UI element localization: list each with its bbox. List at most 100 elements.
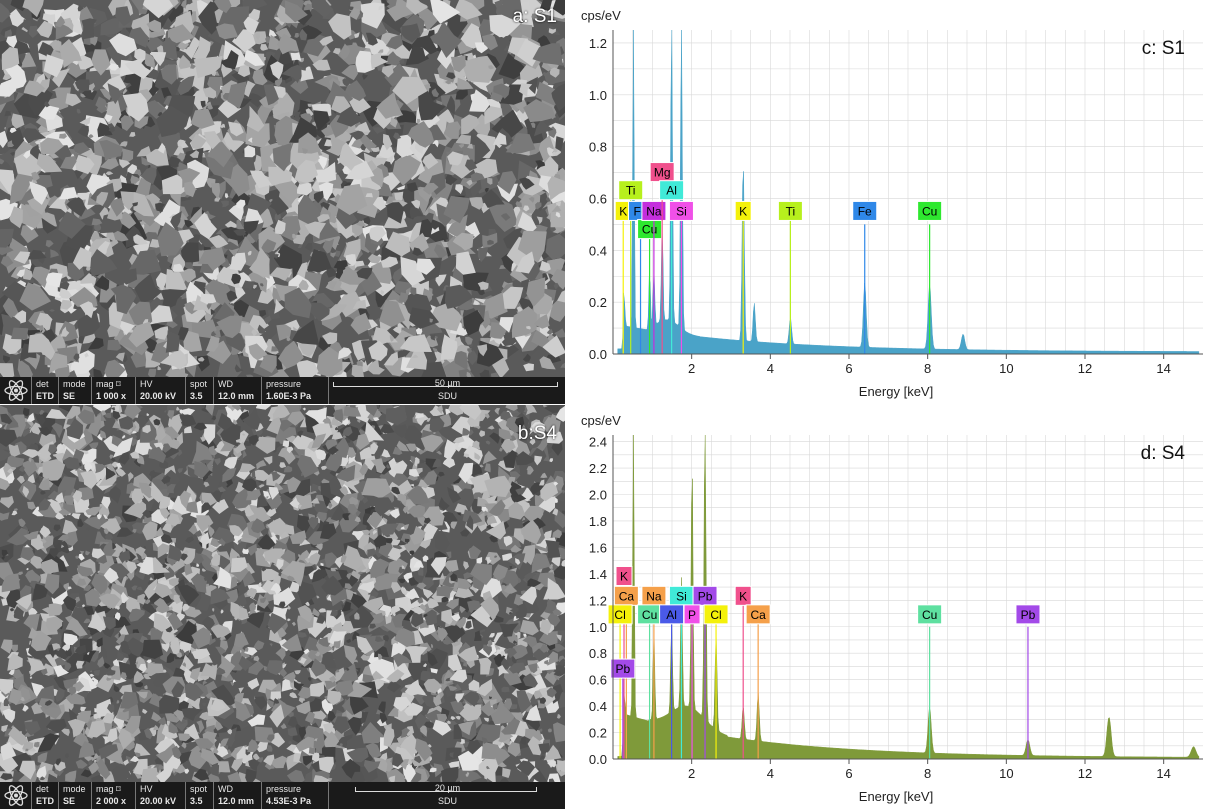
sem-particle [153, 612, 173, 632]
element-tag-text: K [620, 570, 628, 584]
sem-particle [457, 512, 462, 516]
sem-particle [391, 486, 401, 495]
x-tick-label: 10 [999, 766, 1013, 781]
sem-particle [93, 368, 103, 377]
sem-particle [59, 288, 73, 299]
y-axis-label: cps/eV [581, 8, 621, 23]
sem-particle [202, 680, 208, 686]
sem-particle [101, 410, 107, 416]
sem-particle [434, 73, 459, 95]
sem-particle [429, 767, 437, 773]
sem-particle [201, 502, 212, 514]
sem-particle [380, 256, 399, 268]
sem-particle [42, 13, 56, 27]
sem-particle [180, 553, 188, 561]
sem-particle [262, 490, 271, 500]
sem-particle [500, 213, 511, 221]
sem-particle [19, 282, 51, 311]
sem-particle [167, 611, 184, 631]
det-header: det [36, 379, 49, 389]
sem-particle [1, 573, 21, 593]
sem-particle [101, 496, 111, 510]
sem-particle [282, 440, 290, 448]
sem-particle [208, 763, 220, 777]
sem-particle [132, 629, 140, 634]
sem-particle [251, 518, 266, 534]
sem-particle [55, 687, 65, 703]
sem-particle [289, 692, 298, 699]
sem-particle [502, 569, 521, 588]
sem-particle [499, 447, 503, 452]
sem-particle [397, 493, 407, 504]
sem-particle [31, 171, 40, 181]
sem-particle [549, 67, 560, 78]
det-value: ETD [36, 391, 54, 401]
mag-value: 1 000 x [96, 391, 127, 401]
sem-particle [459, 605, 466, 614]
sem-particle [100, 17, 125, 36]
sem-particle [406, 484, 430, 505]
sem-particle [458, 645, 479, 662]
sem-particle [510, 544, 522, 553]
sem-particle [489, 14, 521, 38]
sem-particle [465, 620, 472, 629]
sem-particle [455, 89, 468, 100]
sem-particle [458, 462, 474, 484]
sem-particle [410, 35, 438, 55]
sem-particle [191, 648, 211, 660]
sem-particle [147, 579, 153, 586]
sem-particle [290, 77, 309, 94]
sem-particle [165, 268, 187, 296]
sem-particle [248, 758, 260, 772]
sem-particle [488, 228, 497, 236]
sem-particle [216, 315, 243, 339]
sem-particle [168, 721, 179, 734]
sem-particle [150, 481, 165, 503]
sem-particle [372, 127, 385, 134]
sem-particle [365, 742, 382, 760]
sem-particle [426, 417, 431, 422]
sem-particle [207, 141, 233, 168]
sem-particle [543, 405, 548, 408]
sem-particle [409, 307, 440, 329]
sem-particle [213, 566, 232, 589]
sem-particle [141, 156, 152, 166]
sem-particle [142, 425, 151, 434]
sem-particle [194, 461, 210, 479]
sem-particle [132, 202, 138, 207]
element-tag-cu: Cu [637, 604, 663, 625]
sem-particle [127, 472, 134, 483]
sem-particle [161, 627, 176, 645]
sem-particle [548, 28, 557, 34]
sem-particle [304, 243, 313, 252]
sem-particle [252, 68, 268, 86]
sem-particle [255, 436, 276, 454]
sem-particle [93, 405, 111, 413]
sem-particle [34, 140, 41, 145]
sem-particle [509, 565, 513, 569]
sem-particle [460, 529, 470, 537]
sem-particle [206, 340, 232, 364]
sem-particle [95, 757, 111, 780]
sem-particle [271, 755, 288, 769]
sem-particle [146, 19, 162, 33]
sem-particle [473, 619, 487, 631]
sem-particle [553, 671, 563, 677]
sem-particle [1, 724, 9, 732]
sem-particle [176, 152, 186, 162]
sem-particle [429, 417, 445, 433]
sem-particle [318, 636, 331, 647]
sem-particle [59, 38, 82, 68]
sem-particle [470, 563, 492, 586]
sem-particle [356, 491, 365, 501]
sem-particle [359, 446, 372, 460]
mag-value: 2 000 x [96, 796, 127, 806]
sem-particle [320, 651, 337, 669]
sem-particle [172, 263, 185, 272]
sem-particle [25, 569, 42, 584]
sem-particle [477, 281, 489, 290]
sem-particle [144, 578, 158, 600]
sem-particle [107, 704, 115, 714]
sem-particle [45, 616, 63, 633]
